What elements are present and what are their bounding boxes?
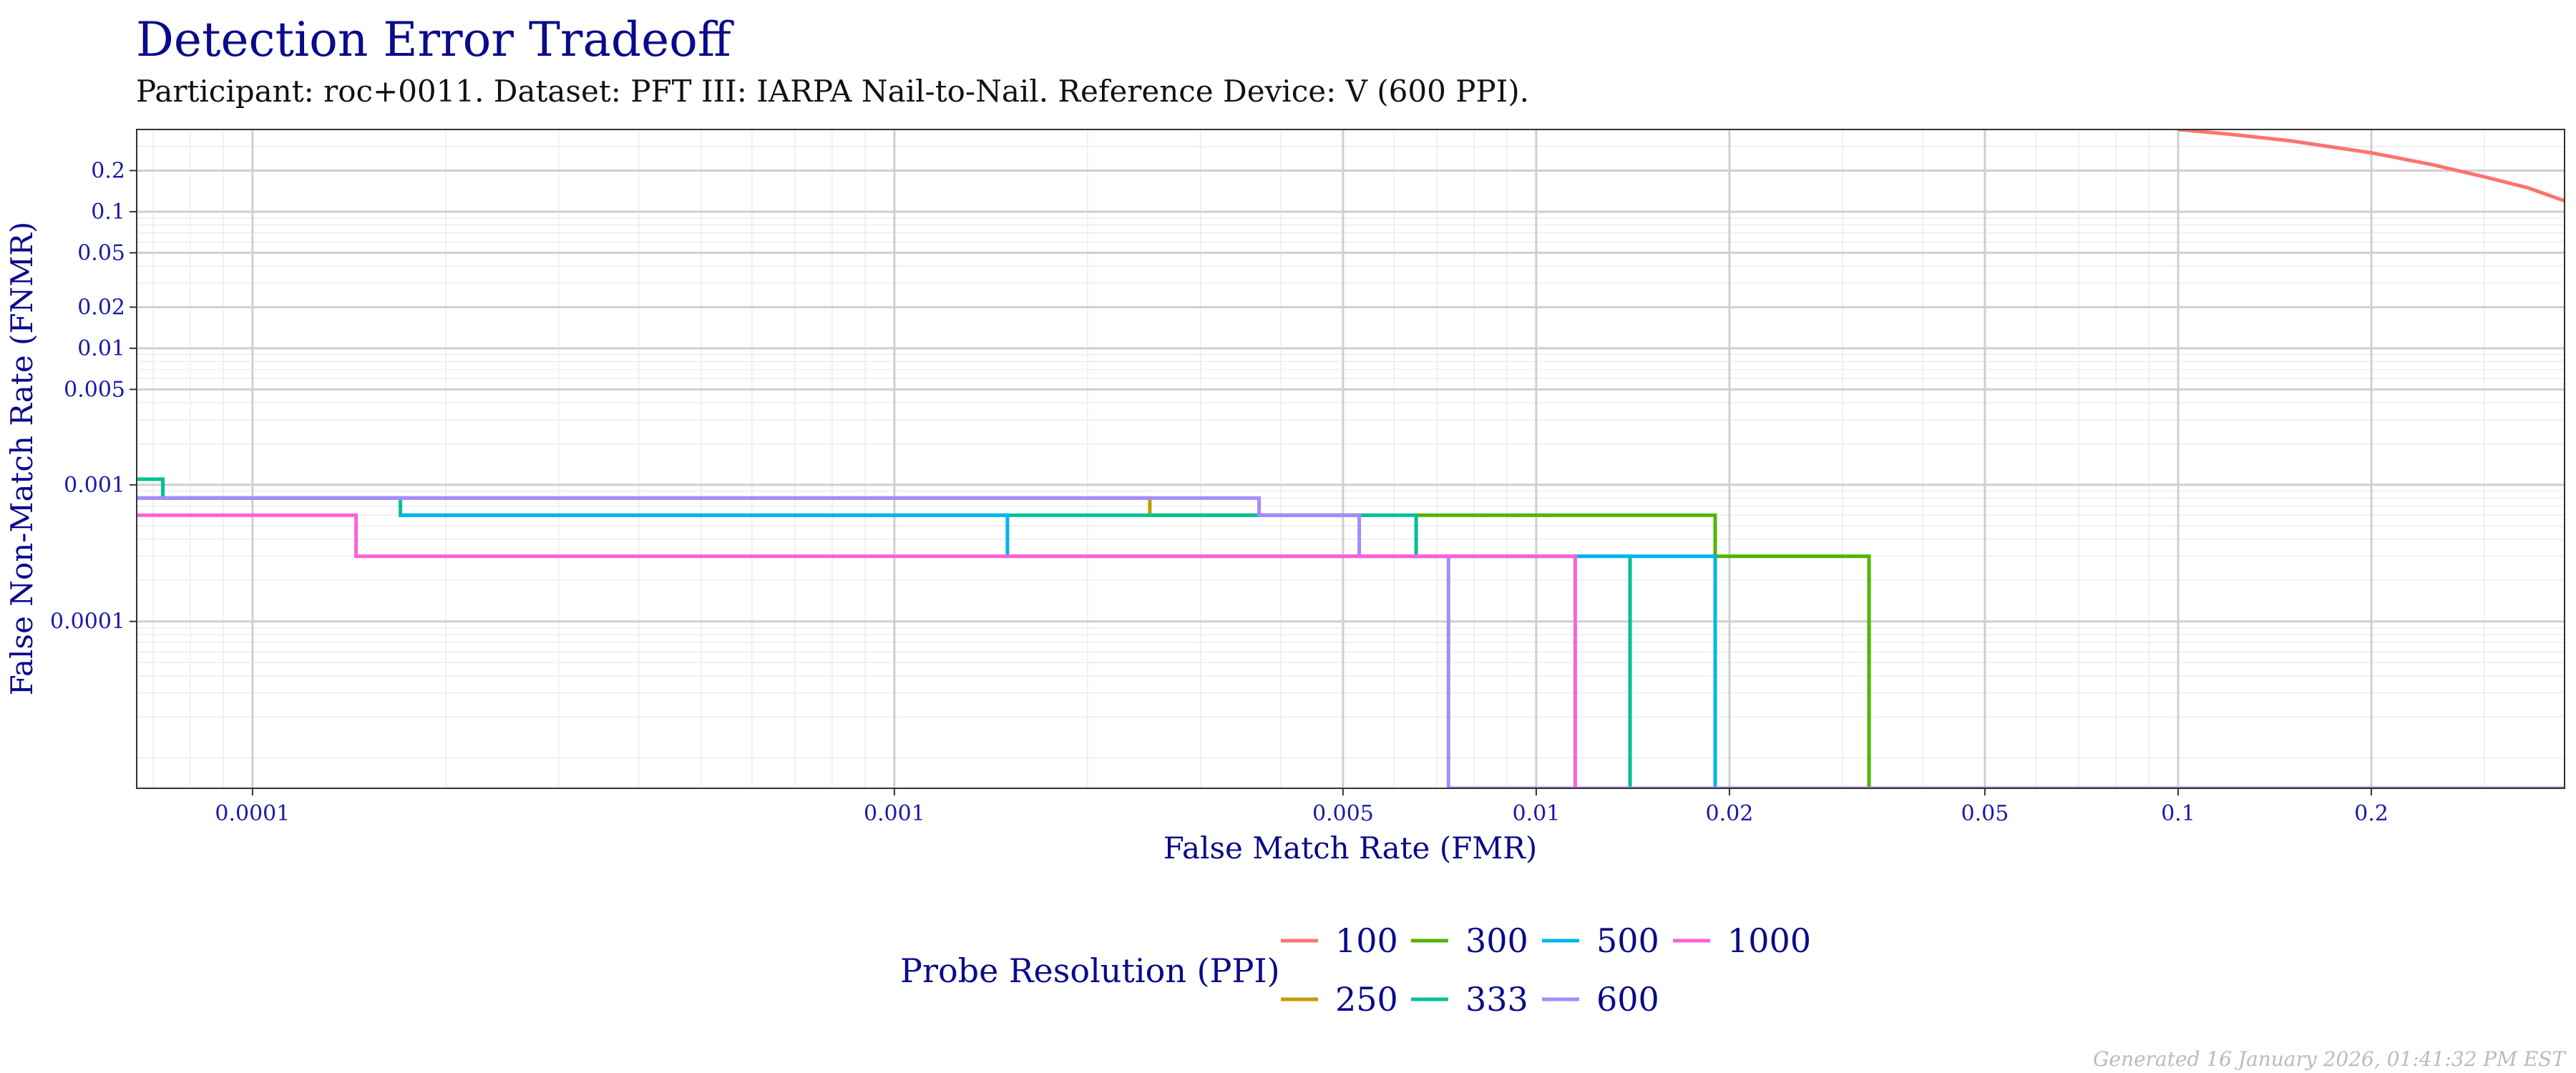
x-tick-label: 0.2 [2354,801,2389,826]
legend-item-250: 250 [1281,980,1398,1019]
legend-label: 300 [1465,921,1528,960]
legend-items: 100 250 300 333 500 600 1000 [1281,921,1811,1019]
plot-series [137,129,2565,788]
legend-item-600: 600 [1542,980,1659,1019]
legend-item-500: 500 [1542,921,1659,960]
x-axis-ticks: 0.0001 0.001 0.005 0.01 0.02 0.05 0.1 0.2 [215,788,2389,826]
series-line-250 [137,496,1370,517]
series-line-100 [2177,129,2565,203]
x-tick-label: 0.01 [1513,801,1561,826]
series-group [137,129,2565,788]
x-tick-label: 0.001 [864,801,925,826]
legend: Probe Resolution (PPI) 100 250 300 333 500 60… [900,921,1811,1019]
generated-timestamp: Generated 16 January 2026, 01:41:32 PM E… [2093,1047,2567,1071]
x-tick-label: 0.05 [1961,801,2009,826]
y-tick-label: 0.2 [91,158,125,183]
legend-title: Probe Resolution (PPI) [900,951,1280,990]
x-tick-label: 0.005 [1312,801,1374,826]
legend-label: 600 [1596,980,1659,1019]
chart-title: Detection Error Tradeoff [136,12,734,67]
x-tick-label: 0.1 [2161,801,2195,826]
y-tick-label: 0.02 [77,295,125,320]
legend-label: 333 [1465,980,1528,1019]
legend-label: 250 [1335,980,1398,1019]
legend-label: 500 [1596,921,1659,960]
series-line-600 [137,496,2565,788]
y-tick-label: 0.005 [64,377,125,402]
y-axis-ticks: 0.2 0.1 0.05 0.02 0.01 0.005 0.001 0.0001 [50,158,137,635]
y-tick-label: 0.001 [64,473,125,498]
legend-item-100: 100 [1281,921,1398,960]
y-tick-label: 0.05 [77,240,125,265]
x-axis-title: False Match Rate (FMR) [1163,831,1538,866]
y-tick-label: 0.0001 [50,609,125,635]
plot-grid [137,129,2565,788]
plot-frame [136,129,2565,789]
series-line-1000 [137,513,1577,788]
y-tick-label: 0.01 [77,336,125,361]
chart-subtitle: Participant: roc+0011. Dataset: PFT III:… [136,74,1529,109]
legend-item-300: 300 [1411,921,1528,960]
y-axis-title: False Non-Match Rate (FNMR) [4,222,39,696]
legend-item-1000: 1000 [1673,921,1811,960]
y-tick-label: 0.1 [91,200,125,225]
legend-item-333: 333 [1411,980,1528,1019]
x-tick-label: 0.02 [1706,801,1754,826]
x-tick-label: 0.0001 [215,801,290,826]
legend-label: 1000 [1727,921,1811,960]
legend-label: 100 [1335,921,1398,960]
